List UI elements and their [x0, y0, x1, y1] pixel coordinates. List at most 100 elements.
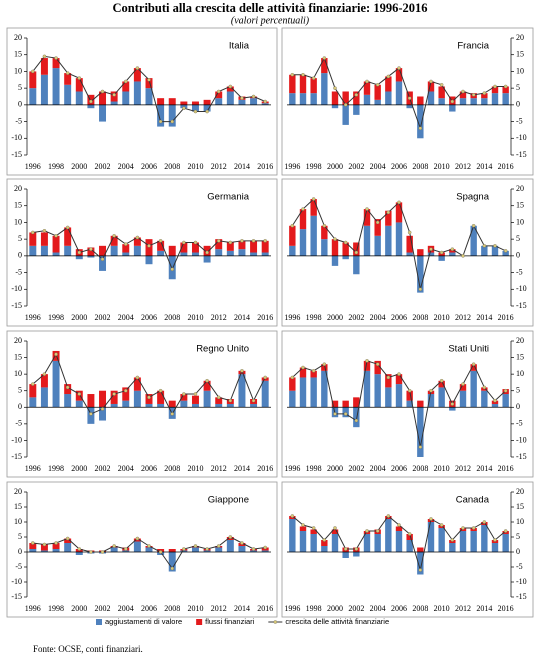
bar: [321, 239, 328, 256]
line-marker: [42, 229, 47, 233]
y-tick-label: 20: [516, 487, 524, 496]
x-tick-label: 2012: [455, 162, 471, 171]
x-tick-label: 2008: [164, 162, 180, 171]
line-marker: [290, 514, 295, 518]
bar: [459, 531, 467, 552]
bar: [385, 225, 392, 256]
bar: [238, 374, 246, 408]
y-tick-label: 0: [516, 251, 520, 260]
bar: [133, 390, 141, 408]
line-marker: [386, 210, 391, 215]
bar: [226, 540, 234, 552]
y-tick-label: 5: [18, 83, 22, 92]
bar: [52, 543, 60, 549]
x-tick-label: 2000: [71, 162, 87, 171]
bar: [374, 84, 381, 100]
line-marker: [147, 78, 151, 82]
line-marker: [205, 547, 209, 551]
line-marker: [216, 395, 221, 400]
y-tick-label: 0: [516, 100, 520, 109]
line-marker: [205, 250, 209, 255]
bar: [385, 387, 392, 408]
bar: [145, 78, 153, 89]
bar: [203, 550, 211, 552]
y-tick-label: 0: [18, 402, 22, 411]
line-marker: [386, 514, 391, 518]
line-marker: [397, 372, 401, 376]
y-tick-label: 5: [18, 386, 22, 395]
x-tick-label: 1996: [284, 604, 300, 613]
bar: [191, 403, 199, 408]
bar: [99, 91, 107, 105]
bar: [427, 522, 435, 552]
bar: [406, 400, 413, 408]
line-marker: [100, 407, 105, 411]
bar: [299, 526, 307, 531]
bar: [502, 93, 509, 105]
x-tick-label: 2010: [434, 604, 450, 613]
bar: [417, 249, 424, 256]
line-marker: [386, 74, 391, 79]
bar: [353, 242, 360, 256]
bar: [75, 91, 83, 105]
line-marker: [263, 239, 267, 243]
bar: [110, 101, 118, 105]
y-tick-label: 20: [14, 487, 22, 496]
line-marker: [193, 392, 198, 396]
y-tick-label: 5: [18, 234, 22, 243]
bar: [261, 240, 269, 253]
line-marker: [450, 402, 455, 406]
y-tick-label: -10: [516, 435, 527, 444]
line-marker: [461, 254, 465, 258]
y-tick-label: -10: [11, 133, 22, 142]
line-marker: [386, 375, 391, 380]
bar: [180, 394, 188, 401]
y-tick-label: 5: [516, 234, 520, 243]
y-tick-label: -15: [516, 301, 527, 310]
line-marker: [158, 550, 163, 554]
x-tick-label: 2016: [257, 464, 273, 473]
bar: [168, 98, 176, 105]
bar: [133, 237, 141, 246]
x-tick-label: 2000: [71, 464, 87, 473]
line-marker: [158, 239, 163, 243]
bar: [64, 73, 72, 85]
panel-frame: [6, 178, 278, 327]
x-tick-label: 2010: [187, 604, 203, 613]
bar: [191, 104, 199, 112]
x-tick-label: 2004: [370, 464, 386, 473]
bar: [374, 534, 381, 552]
bar: [321, 225, 328, 240]
line-marker: [322, 362, 327, 366]
bar: [363, 94, 371, 105]
bar: [417, 407, 424, 457]
bar: [40, 550, 48, 552]
line-marker: [182, 240, 186, 245]
bar: [299, 367, 307, 378]
bar: [215, 403, 223, 408]
line-marker: [193, 240, 198, 245]
x-tick-label: 1996: [284, 313, 300, 322]
bar: [40, 232, 48, 246]
bar: [289, 377, 296, 391]
x-tick-label: 2000: [327, 313, 343, 322]
line-marker: [343, 547, 348, 551]
line-marker: [397, 66, 401, 70]
x-tick-label: 2004: [370, 162, 386, 171]
x-tick-label: 2016: [498, 464, 514, 473]
bar: [374, 374, 381, 408]
x-tick-label: 2014: [234, 162, 250, 171]
bar: [289, 93, 296, 105]
line-marker: [493, 244, 497, 248]
y-tick-label: 10: [14, 217, 22, 226]
y-tick-label: -15: [516, 452, 527, 461]
line-marker: [77, 76, 82, 80]
x-tick-label: 2012: [211, 604, 227, 613]
bar: [157, 240, 165, 251]
bar: [406, 104, 413, 109]
bar: [321, 540, 328, 546]
x-tick-label: 2002: [95, 313, 111, 322]
bar: [395, 81, 403, 105]
line-marker: [216, 544, 221, 548]
bar: [157, 98, 165, 105]
